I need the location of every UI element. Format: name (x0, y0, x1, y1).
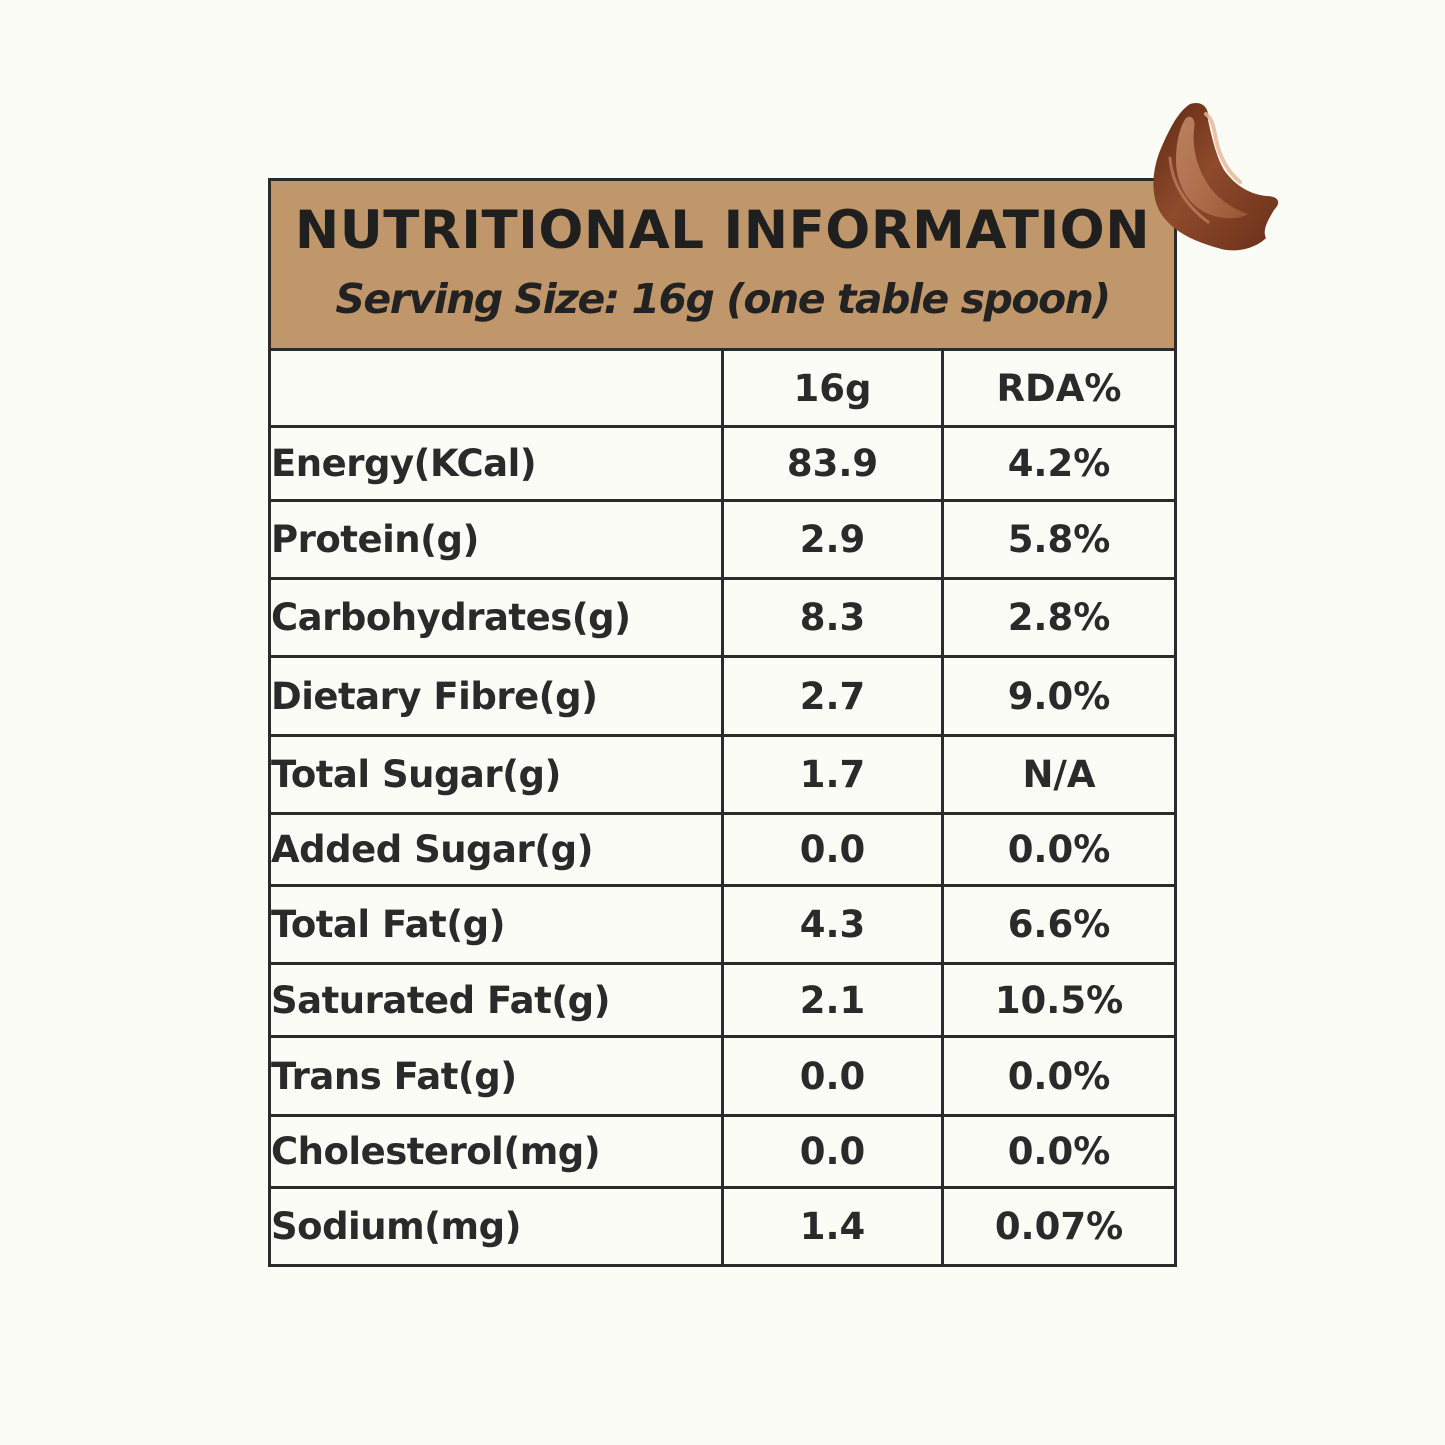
nutrient-name: Trans Fat(g) (268, 1035, 724, 1117)
nutrient-name: Total Fat(g) (268, 884, 724, 965)
table-row: Total Fat(g) 4.3 6.6% (268, 884, 1177, 965)
table-row: Saturated Fat(g) 2.1 10.5% (268, 962, 1177, 1038)
table-row: Dietary Fibre(g) 2.7 9.0% (268, 655, 1177, 737)
nutrient-rda: 0.0% (941, 812, 1177, 887)
nutrient-value: 0.0 (721, 1114, 944, 1189)
nutrient-name: Dietary Fibre(g) (268, 655, 724, 737)
table-row: Total Sugar(g) 1.7 N/A (268, 734, 1177, 815)
nutrient-value: 0.0 (721, 812, 944, 887)
nutrient-value: 4.3 (721, 884, 944, 965)
nutrient-value: 8.3 (721, 577, 944, 658)
nutrient-rda: 5.8% (941, 499, 1177, 580)
nutrient-value: 83.9 (721, 425, 944, 502)
table-row: Cholesterol(mg) 0.0 0.0% (268, 1114, 1177, 1189)
nutrient-name: Cholesterol(mg) (268, 1114, 724, 1189)
table-row: Added Sugar(g) 0.0 0.0% (268, 812, 1177, 887)
nutrient-value: 2.1 (721, 962, 944, 1038)
nutrition-table: 16g RDA% Energy(KCal) 83.9 4.2% Protein(… (268, 348, 1177, 1267)
nutrient-name: Protein(g) (268, 499, 724, 580)
nutrient-rda: 0.07% (941, 1186, 1177, 1267)
table-row: Protein(g) 2.9 5.8% (268, 499, 1177, 580)
nutrition-panel: NUTRITIONAL INFORMATION Serving Size: 16… (268, 178, 1177, 1267)
nutrient-name: Sodium(mg) (268, 1186, 724, 1267)
table-header-row: 16g RDA% (268, 348, 1177, 428)
nutrient-name: Added Sugar(g) (268, 812, 724, 887)
nutrient-rda: 6.6% (941, 884, 1177, 965)
nutrient-name: Total Sugar(g) (268, 734, 724, 815)
nutrient-value: 1.4 (721, 1186, 944, 1267)
nutrient-rda: 0.0% (941, 1114, 1177, 1189)
table-row: Trans Fat(g) 0.0 0.0% (268, 1035, 1177, 1117)
nutrient-rda: 10.5% (941, 962, 1177, 1038)
nutrient-name: Saturated Fat(g) (268, 962, 724, 1038)
column-header-rda: RDA% (941, 348, 1177, 428)
nutrient-name: Energy(KCal) (268, 425, 724, 502)
table-row: Sodium(mg) 1.4 0.07% (268, 1186, 1177, 1267)
nutrient-rda: N/A (941, 734, 1177, 815)
nutrient-rda: 4.2% (941, 425, 1177, 502)
serving-size-subtitle: Serving Size: 16g (one table spoon) (335, 275, 1111, 323)
nutrient-name: Carbohydrates(g) (268, 577, 724, 658)
nutrient-value: 0.0 (721, 1035, 944, 1117)
chocolate-smear-icon (1153, 102, 1279, 251)
nutrient-rda: 0.0% (941, 1035, 1177, 1117)
column-header-amount: 16g (721, 348, 944, 428)
table-row: Carbohydrates(g) 8.3 2.8% (268, 577, 1177, 658)
nutrient-rda: 9.0% (941, 655, 1177, 737)
table-row: Energy(KCal) 83.9 4.2% (268, 425, 1177, 502)
nutrient-value: 2.9 (721, 499, 944, 580)
nutrient-value: 1.7 (721, 734, 944, 815)
page-title: NUTRITIONAL INFORMATION (294, 200, 1151, 261)
nutrient-rda: 2.8% (941, 577, 1177, 658)
column-header-nutrient (268, 348, 724, 428)
nutrient-value: 2.7 (721, 655, 944, 737)
nutrition-header: NUTRITIONAL INFORMATION Serving Size: 16… (268, 178, 1177, 348)
